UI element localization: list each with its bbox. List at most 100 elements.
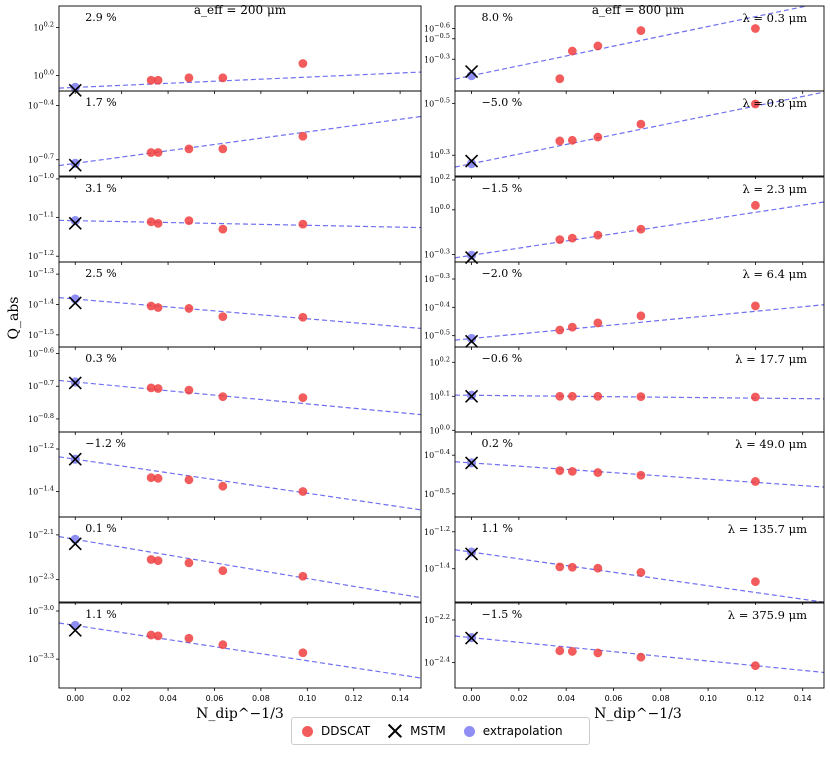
y-tick-label: 100.0	[429, 423, 450, 435]
y-tick-label: 10−0.4	[424, 448, 450, 460]
panel-7-0: 10−3.0 10−3.3 0.00 0.02 0.04 0.06 0.08 0.10 0.12…	[28, 602, 422, 703]
wavelength-label: λ = 49.0 μm	[735, 437, 807, 451]
panel-4-0: 10−0.6 10−0.7 10−0.8 0.3 %	[28, 347, 422, 435]
y-tick-label: 10−0.5	[424, 329, 450, 341]
y-tick-label: 10−1.4	[28, 485, 54, 497]
ddscat-point	[555, 646, 565, 656]
y-tick-label: 100.0	[429, 203, 450, 215]
legend-item-extrapolation: extrapolation	[463, 724, 563, 738]
y-tick-label: 100.0	[33, 68, 54, 80]
mstm-marker	[464, 389, 479, 403]
ddscat-point	[751, 99, 760, 109]
ddscat-point	[593, 132, 603, 142]
ddscat-point	[567, 135, 577, 145]
y-tick-label: 10−2.3	[28, 573, 54, 585]
ddscat-point	[153, 148, 163, 157]
panel-2-0: 10−1.0 10−1.1 10−1.2 3.1 %	[28, 172, 422, 265]
ddscat-point	[146, 630, 156, 640]
ddscat-point	[298, 648, 308, 658]
legend: DDSCAT MSTM extrapolation	[291, 717, 590, 745]
deviation-label: 1.1 %	[85, 608, 116, 621]
y-tick-label: 10−1.3	[28, 267, 54, 279]
deviation-label: 8.0 %	[482, 11, 513, 24]
ddscat-point	[218, 566, 228, 576]
ddscat-point	[184, 73, 194, 83]
ddscat-point	[567, 467, 577, 476]
ddscat-point	[555, 466, 565, 476]
ddscat-point	[636, 470, 646, 480]
y-tick-label: 100.3	[429, 148, 450, 160]
deviation-label: −1.5 %	[482, 182, 523, 195]
y-tick-label: 10−3.0	[28, 604, 54, 616]
mstm-marker	[68, 623, 82, 637]
ddscat-point	[153, 556, 163, 566]
column-title: a_eff = 800 μm	[592, 3, 685, 17]
y-tick-label: 100.1	[429, 389, 450, 401]
y-tick-label: 10−1.0	[28, 172, 54, 184]
ddscat-point	[636, 392, 646, 402]
ddscat-point	[153, 384, 163, 393]
x-tick-label: 0.08	[252, 694, 270, 703]
ddscat-point	[298, 571, 308, 581]
fit-line	[59, 536, 421, 599]
ddscat-point	[636, 119, 646, 129]
fit-line	[59, 622, 421, 679]
panel-1-1: 100.3 10−0.5 −5.0 % λ = 0.8 μm	[424, 90, 825, 179]
mstm-marker	[68, 158, 82, 172]
x-tick-label: 0.10	[298, 694, 316, 703]
deviation-label: 0.2 %	[482, 437, 513, 450]
y-tick-label: 10−1.1	[28, 211, 54, 223]
deviation-label: 2.5 %	[85, 267, 116, 280]
y-tick-label: 10−0.7	[28, 379, 54, 391]
ddscat-point	[153, 218, 163, 228]
ddscat-point	[636, 224, 646, 234]
fit-line	[455, 91, 824, 168]
ddscat-point	[146, 383, 156, 393]
panel-6-1: 10−1.2 10−1.4 1.1 % λ = 135.7 μm	[424, 516, 825, 605]
panel-frame	[454, 516, 825, 603]
ddscat-point	[751, 392, 760, 402]
mstm-marker	[464, 631, 479, 645]
wavelength-label: λ = 6.4 μm	[742, 267, 807, 281]
legend-item-mstm: MSTM	[388, 724, 446, 738]
wavelength-label: λ = 17.7 μm	[735, 352, 807, 366]
ddscat-point	[593, 41, 603, 51]
ddscat-marker-icon	[302, 725, 313, 737]
ddscat-point	[567, 562, 577, 572]
ddscat-point	[298, 59, 308, 68]
wavelength-label: λ = 375.9 μm	[728, 608, 807, 622]
ddscat-point	[146, 555, 156, 564]
ddscat-point	[636, 311, 646, 321]
ddscat-point	[146, 148, 156, 157]
ddscat-point	[751, 24, 760, 33]
wavelength-label: λ = 135.7 μm	[728, 522, 807, 536]
ddscat-point	[636, 568, 646, 577]
mstm-marker	[464, 547, 479, 561]
y-tick-label: 10−0.4	[424, 300, 450, 312]
ddscat-point	[146, 217, 156, 227]
ddscat-point	[567, 391, 577, 401]
extrapolation-point	[466, 159, 477, 169]
ddscat-point	[153, 631, 163, 641]
deviation-label: 0.1 %	[85, 522, 116, 535]
column-title: a_eff = 200 μm	[194, 3, 287, 17]
ddscat-point	[298, 393, 308, 403]
mstm-marker	[68, 452, 82, 466]
extrapolation-point	[466, 547, 477, 557]
deviation-label: −5.0 %	[482, 96, 523, 109]
ddscat-point	[184, 633, 194, 643]
y-tick-label: 10−1.2	[28, 442, 54, 454]
y-tick-label: 10−1.4	[28, 298, 54, 310]
legend-label-mstm: MSTM	[410, 724, 446, 738]
y-tick-label: 10−2.2	[424, 613, 450, 625]
panel-1-0: 10−0.4 10−0.7 1.7 %	[28, 90, 422, 179]
x-tick-label: 0.14	[391, 694, 409, 703]
ddscat-point	[184, 558, 194, 568]
panel-frame	[454, 602, 825, 689]
ddscat-point	[218, 144, 228, 154]
y-tick-label: 10−1.2	[424, 525, 450, 537]
deviation-label: 2.9 %	[85, 11, 116, 24]
fit-line	[59, 219, 421, 229]
extrapolation-point	[70, 216, 80, 226]
y-tick-label: 10−0.5	[424, 32, 450, 44]
